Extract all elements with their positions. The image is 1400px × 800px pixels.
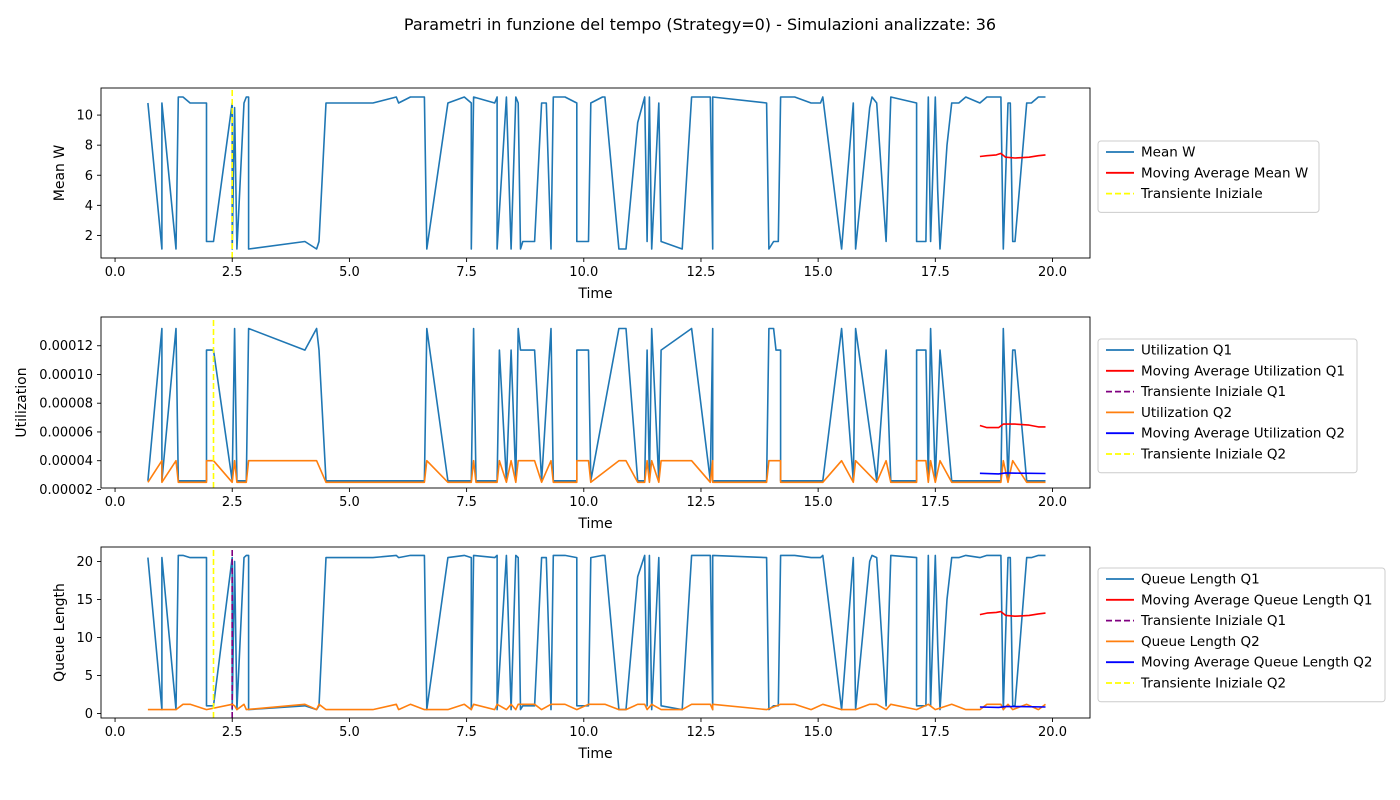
- y-tick-label: 5: [85, 669, 93, 684]
- y-tick-label: 4: [85, 199, 93, 214]
- x-tick-label: 2.5: [222, 265, 243, 280]
- y-tick-label: 10: [76, 109, 93, 124]
- legend-label: Mean W: [1141, 145, 1195, 161]
- x-tick-label: 20.0: [1038, 495, 1067, 510]
- x-tick-label: 12.5: [686, 725, 715, 740]
- x-tick-label: 20.0: [1038, 265, 1067, 280]
- legend: Queue Length Q1 Moving Average Queue Leng…: [1097, 567, 1386, 703]
- series-line-5: [979, 705, 1046, 709]
- x-tick-label: 15.0: [804, 265, 833, 280]
- x-axis-label: Time: [577, 286, 612, 302]
- series-group: [147, 317, 1046, 488]
- x-tick-label: 12.5: [686, 495, 715, 510]
- y-axis-label: Queue Length: [52, 583, 68, 682]
- x-axis-label: Time: [577, 516, 612, 532]
- legend-label: Moving Average Queue Length Q2: [1141, 655, 1373, 671]
- series-line-5: [979, 472, 1046, 475]
- x-tick-label: 7.5: [456, 725, 477, 740]
- x-tick-label: 17.5: [921, 725, 950, 740]
- x-tick-label: 0.0: [105, 265, 126, 280]
- axes-frame: [100, 87, 1091, 259]
- axes-frame: [100, 546, 1091, 719]
- series-line-2: [979, 423, 1046, 429]
- x-tick-label: 10.0: [569, 265, 598, 280]
- y-tick-label: 6: [85, 169, 93, 184]
- legend-label: Transiente Iniziale Q2: [1140, 676, 1286, 692]
- x-tick-label: 5.0: [339, 725, 360, 740]
- x-tick-label: 17.5: [921, 265, 950, 280]
- chart-panel-2: 0.0 2.5 5.0 7.5 10.0 12.5 15.0 17.5 20.0 0.00002 0…: [14, 316, 1358, 532]
- series-line-1: [147, 554, 1046, 711]
- legend-label: Transiente Iniziale: [1140, 186, 1263, 202]
- y-axis-label: Mean W: [52, 145, 68, 202]
- series-line-4: [147, 703, 1046, 711]
- legend-label: Transiente Iniziale Q1: [1140, 613, 1286, 629]
- legend-box: [1097, 140, 1320, 213]
- x-tick-label: 0.0: [105, 725, 126, 740]
- legend-label: Utilization Q1: [1141, 343, 1232, 359]
- figure-title: Parametri in funzione del tempo (Strateg…: [404, 15, 996, 34]
- series-line-1: [147, 96, 1046, 250]
- axes-frame: [100, 316, 1091, 489]
- x-tick-label: 10.0: [569, 495, 598, 510]
- y-tick-label: 0.00012: [39, 339, 93, 354]
- legend-label: Queue Length Q2: [1141, 634, 1260, 650]
- legend-label: Moving Average Mean W: [1141, 165, 1308, 181]
- y-tick-label: 15: [76, 593, 93, 608]
- x-tick-label: 10.0: [569, 725, 598, 740]
- x-tick-label: 7.5: [456, 265, 477, 280]
- series-line-2: [979, 610, 1046, 618]
- x-tick-label: 5.0: [339, 495, 360, 510]
- legend: Utilization Q1 Moving Average Utilization…: [1097, 338, 1358, 474]
- series-line-2: [979, 152, 1046, 159]
- y-tick-label: 0: [85, 707, 93, 722]
- x-tick-label: 15.0: [804, 495, 833, 510]
- legend-label: Moving Average Queue Length Q1: [1141, 592, 1373, 608]
- x-tick-label: 2.5: [222, 725, 243, 740]
- y-tick-label: 0.00004: [39, 454, 93, 469]
- x-tick-label: 7.5: [456, 495, 477, 510]
- legend-label: Moving Average Utilization Q2: [1141, 426, 1345, 442]
- y-tick-label: 20: [76, 555, 93, 570]
- x-tick-label: 17.5: [921, 495, 950, 510]
- y-tick-label: 0.00002: [39, 483, 93, 498]
- x-tick-label: 12.5: [686, 265, 715, 280]
- legend-label: Moving Average Utilization Q1: [1141, 363, 1345, 379]
- legend-label: Transiente Iniziale Q1: [1140, 384, 1286, 400]
- x-tick-label: 0.0: [105, 495, 126, 510]
- y-tick-label: 0.00006: [39, 425, 93, 440]
- x-tick-label: 2.5: [222, 495, 243, 510]
- x-tick-label: 15.0: [804, 725, 833, 740]
- series-line-4: [147, 459, 1046, 484]
- y-tick-label: 8: [85, 139, 93, 154]
- legend-label: Transiente Iniziale Q2: [1140, 447, 1286, 463]
- series-group: [147, 547, 1046, 718]
- legend-box: [1097, 338, 1358, 474]
- x-axis-label: Time: [577, 746, 612, 762]
- x-tick-label: 5.0: [339, 265, 360, 280]
- y-tick-label: 0.00010: [39, 368, 93, 383]
- legend: Mean W Moving Average Mean W Transiente In…: [1097, 140, 1320, 213]
- legend-box: [1097, 567, 1386, 703]
- series-line-1: [147, 327, 1046, 482]
- legend-label: Queue Length Q1: [1141, 572, 1260, 588]
- y-axis-label: Utilization: [14, 367, 30, 437]
- chart-panel-1: 0.0 2.5 5.0 7.5 10.0 12.5 15.0 17.5 20.0 2 4 6 8 10 Ti…: [52, 87, 1320, 302]
- y-tick-label: 0.00008: [39, 397, 93, 412]
- y-tick-label: 10: [76, 631, 93, 646]
- x-tick-label: 20.0: [1038, 725, 1067, 740]
- legend-label: Utilization Q2: [1141, 405, 1232, 421]
- series-group: [147, 88, 1046, 258]
- y-tick-label: 2: [85, 229, 93, 244]
- chart-panel-3: 0.0 2.5 5.0 7.5 10.0 12.5 15.0 17.5 20.0 0 5 10 15 20…: [52, 546, 1386, 762]
